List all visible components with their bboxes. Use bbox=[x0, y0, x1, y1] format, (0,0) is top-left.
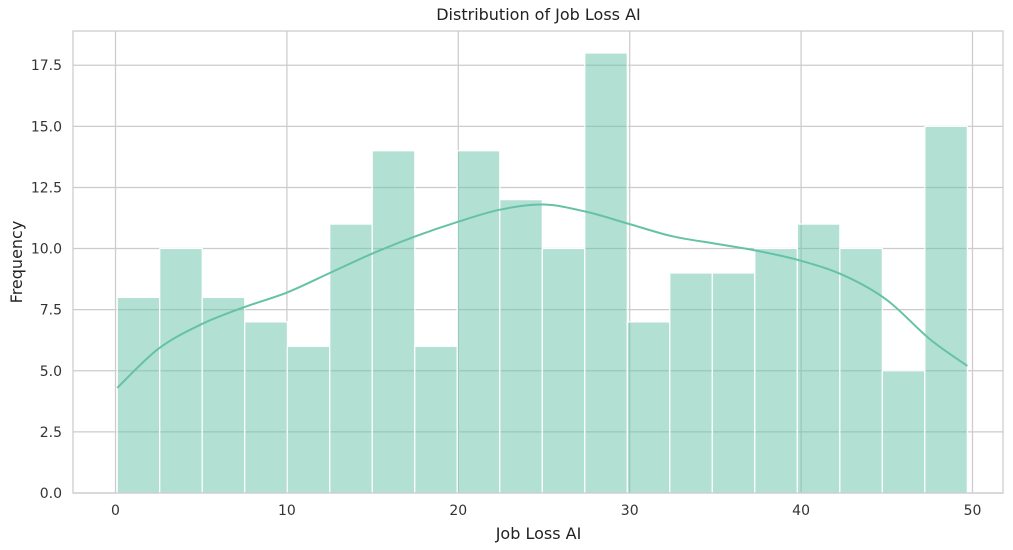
y-tick-label-5: 12.5 bbox=[31, 180, 62, 196]
y-tick-label-4: 10.0 bbox=[31, 242, 62, 258]
histogram-bar-10 bbox=[541, 247, 586, 494]
histogram-bar-7 bbox=[414, 345, 458, 494]
histogram-bar-4 bbox=[286, 345, 331, 494]
y-tick-label-1: 2.5 bbox=[40, 425, 62, 441]
y-tick-label-3: 7.5 bbox=[40, 303, 62, 319]
x-axis-ticks: 0 10 20 30 40 50 bbox=[111, 503, 981, 519]
kde-curve bbox=[116, 203, 968, 389]
y-axis-title: Frequency bbox=[7, 221, 26, 304]
histogram-bar-14 bbox=[711, 272, 756, 494]
histogram-bar-13 bbox=[669, 272, 713, 494]
y-axis-ticks: 0.0 2.5 5.0 7.5 10.0 12.5 15.0 17.5 bbox=[31, 58, 62, 502]
plot-frame bbox=[72, 30, 1004, 494]
histogram-bar-9 bbox=[499, 199, 543, 494]
histogram-bar-17 bbox=[839, 247, 883, 494]
histogram-bar-3 bbox=[244, 321, 288, 494]
y-tick-label-0: 0.0 bbox=[40, 486, 62, 502]
x-tick-label-5: 50 bbox=[964, 503, 982, 519]
histogram-bar-16 bbox=[796, 223, 841, 494]
y-tick-label-2: 5.0 bbox=[40, 364, 62, 380]
histogram-bar-0 bbox=[116, 296, 161, 494]
histogram-bar-1 bbox=[159, 247, 203, 494]
histogram-bar-12 bbox=[626, 321, 671, 494]
x-tick-label-1: 10 bbox=[278, 503, 296, 519]
histogram-bar-6 bbox=[371, 150, 416, 494]
y-tick-label-6: 15.0 bbox=[31, 119, 62, 135]
x-tick-label-2: 20 bbox=[449, 503, 467, 519]
histogram-bar-8 bbox=[456, 150, 501, 494]
x-tick-label-0: 0 bbox=[111, 503, 120, 519]
histogram-bar-19 bbox=[924, 125, 968, 494]
histogram-bar-18 bbox=[881, 370, 926, 494]
histogram-bar-5 bbox=[329, 223, 373, 494]
histogram-bar-2 bbox=[201, 296, 246, 494]
histogram-bar-15 bbox=[754, 247, 798, 494]
chart-title: Distribution of Job Loss AI bbox=[436, 5, 641, 24]
histogram-bar-11 bbox=[584, 52, 628, 494]
x-tick-label-3: 30 bbox=[621, 503, 639, 519]
y-tick-label-7: 17.5 bbox=[31, 58, 62, 74]
x-tick-label-4: 40 bbox=[792, 503, 810, 519]
x-axis-title: Job Loss AI bbox=[495, 524, 582, 543]
